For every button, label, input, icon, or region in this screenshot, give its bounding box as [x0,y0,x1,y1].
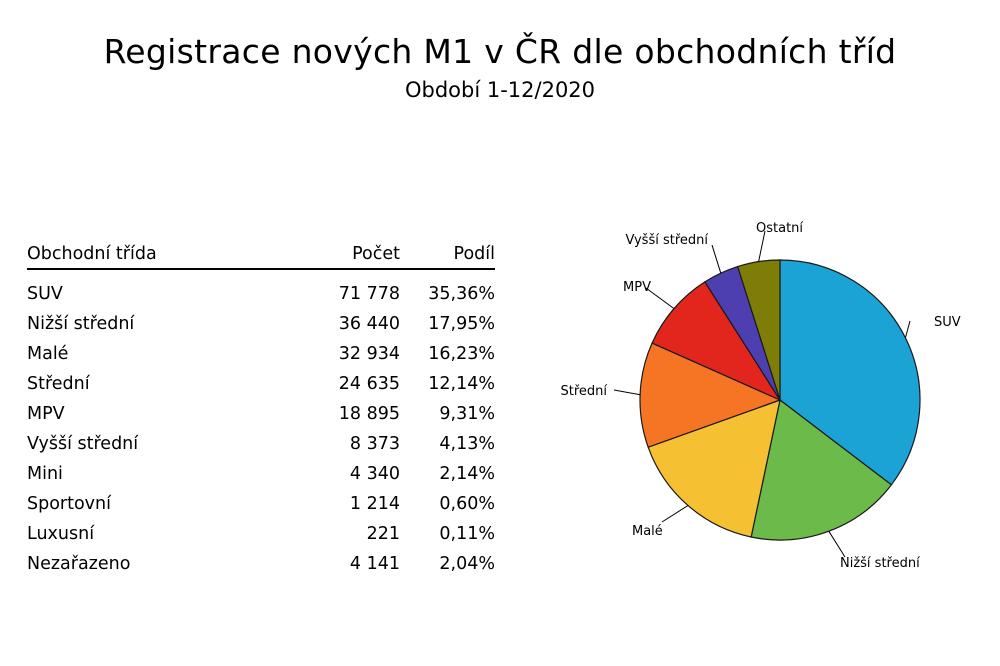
count-cell: 18 895 [338,404,400,424]
leader-line [711,244,722,274]
header-count: Počet [352,244,400,264]
header-class: Obchodní třída [27,244,157,264]
table-row: SUV 71 778 35,36% [27,280,495,310]
share-cell: 4,13% [439,434,495,454]
table-row: Vyšší střední 8 373 4,13% [27,430,495,460]
share-cell: 0,60% [439,494,495,514]
leader-line [645,287,675,310]
leader-line [613,389,641,396]
slice-label: Vyšší střední [625,233,708,248]
count-cell: 36 440 [338,314,400,334]
pie-slice-nižší-střední [750,398,893,541]
leader-line [758,230,766,262]
table-header: Obchodní třída Počet Podíl [27,240,495,270]
pie-slice-malé [647,399,781,538]
header-share: Podíl [453,244,495,264]
pie-chart: SUV Nižší střední Malé Střední MPV Vyšší stře… [560,221,961,571]
count-cell: 24 635 [338,374,400,394]
table-row: Mini 4 340 2,14% [27,460,495,490]
share-cell: 16,23% [428,344,495,364]
pie-slice-suv [779,259,921,486]
table-row: Nižší střední 36 440 17,95% [27,310,495,340]
class-table: Obchodní třída Počet Podíl SUV 71 778 35,3… [27,240,495,580]
count-cell: 4 340 [349,464,400,484]
chart-title: Registrace nových M1 v ČR dle obchodních… [103,32,897,71]
share-cell: 12,14% [428,374,495,394]
leader-line [828,530,846,558]
table-row: Luxusní 221 0,11% [27,520,495,550]
slice-label: MPV [623,280,651,295]
slice-label: SUV [934,315,961,330]
pie-slice-střední [639,342,782,448]
class-cell: Střední [27,374,90,394]
count-cell: 32 934 [338,344,400,364]
slice-label: Malé [632,524,663,539]
table-row: Sportovní 1 214 0,60% [27,490,495,520]
class-cell: Mini [27,464,63,484]
table-body: SUV 71 778 35,36% Nižší střední 36 440 17,95%… [27,280,495,580]
share-cell: 0,11% [439,524,495,544]
class-cell: Vyšší střední [27,434,139,454]
count-cell: 1 214 [349,494,400,514]
count-cell: 4 141 [349,554,400,574]
table-row: Malé 32 934 16,23% [27,340,495,370]
count-cell: 8 373 [349,434,400,454]
table-row: MPV 18 895 9,31% [27,400,495,430]
class-cell: MPV [27,404,65,424]
share-cell: 9,31% [439,404,495,424]
share-cell: 2,04% [439,554,495,574]
slice-label: Střední [560,384,607,399]
class-cell: Sportovní [27,494,111,514]
pie-slice-ostatní [736,259,781,401]
chart-subtitle: Období 1-12/2020 [404,78,596,102]
slice-label: Nižší střední [840,556,920,571]
class-cell: Luxusní [27,524,95,544]
leader-line [904,320,911,338]
class-cell: Nižší střední [27,314,135,334]
count-cell: 71 778 [338,284,400,304]
count-cell: 221 [366,524,400,544]
pie-slice-mpv [651,281,782,402]
class-cell: Nezařazeno [27,554,131,574]
leader-line [661,505,689,523]
slice-label: Ostatní [756,221,803,236]
class-cell: SUV [27,284,63,304]
table-row: Střední 24 635 12,14% [27,370,495,400]
share-cell: 2,14% [439,464,495,484]
share-cell: 17,95% [428,314,495,334]
table-row: Nezařazeno 4 141 2,04% [27,550,495,580]
share-cell: 35,36% [428,284,495,304]
class-cell: Malé [27,344,69,364]
